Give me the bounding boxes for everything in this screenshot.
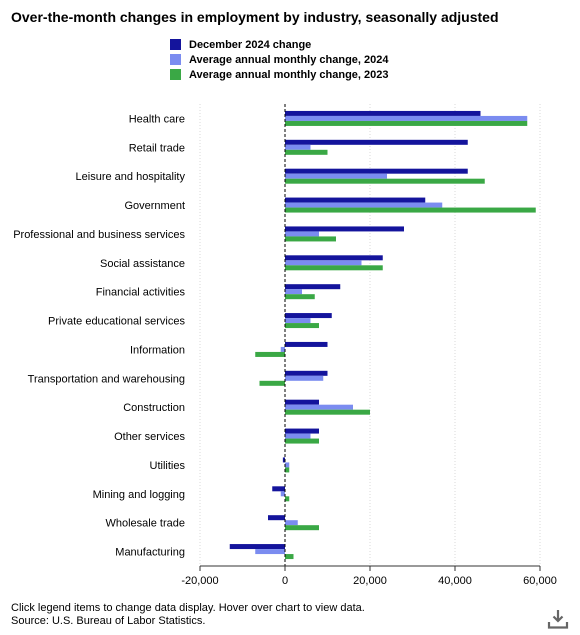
bar-average-annual-monthly-change-2023-government[interactable] (285, 207, 536, 213)
bar-december-2024-change-utilities[interactable] (282, 457, 285, 463)
category-label: Government (124, 200, 185, 212)
bar-december-2024-change-retail-trade[interactable] (285, 139, 468, 145)
x-tick-label: 60,000 (523, 575, 557, 587)
bar-december-2024-change-health-care[interactable] (285, 110, 481, 116)
footer-note: Click legend items to change data displa… (11, 602, 365, 614)
category-label: Financial activities (96, 287, 186, 299)
download-icon-graphic (547, 610, 569, 629)
bar-average-annual-monthly-change-2024-manufacturing[interactable] (255, 549, 285, 555)
bar-average-annual-monthly-change-2024-financial-activities[interactable] (285, 289, 302, 295)
bar-average-annual-monthly-change-2024-wholesale-trade[interactable] (285, 520, 298, 526)
bar-average-annual-monthly-change-2023-transportation-and-warehousing[interactable] (259, 380, 286, 386)
bar-average-annual-monthly-change-2024-health-care[interactable] (285, 115, 528, 121)
category-label: Leisure and hospitality (76, 171, 186, 183)
bar-average-annual-monthly-change-2023-information[interactable] (255, 351, 285, 357)
bar-average-annual-monthly-change-2023-other-services[interactable] (285, 438, 319, 444)
category-label: Social assistance (100, 258, 185, 270)
bar-average-annual-monthly-change-2024-government[interactable] (285, 202, 443, 208)
bar-average-annual-monthly-change-2024-professional-and-business-services[interactable] (285, 231, 319, 237)
category-label: Manufacturing (115, 547, 185, 559)
legend-label-december-2024: December 2024 change (189, 38, 312, 51)
bar-average-annual-monthly-change-2023-utilities[interactable] (285, 467, 290, 473)
bar-december-2024-change-social-assistance[interactable] (285, 255, 383, 261)
bar-average-annual-monthly-change-2023-health-care[interactable] (285, 120, 528, 126)
bar-december-2024-change-manufacturing[interactable] (229, 544, 285, 550)
bar-december-2024-change-construction[interactable] (285, 399, 319, 405)
bar-average-annual-monthly-change-2023-retail-trade[interactable] (285, 149, 328, 155)
legend-swatch-december-2024 (170, 39, 181, 50)
bar-average-annual-monthly-change-2023-wholesale-trade[interactable] (285, 525, 319, 531)
bar-december-2024-change-other-services[interactable] (285, 428, 319, 434)
category-label: Mining and logging (93, 489, 185, 501)
bar-december-2024-change-information[interactable] (285, 341, 328, 347)
bar-december-2024-change-professional-and-business-services[interactable] (285, 226, 404, 232)
bar-average-annual-monthly-change-2023-leisure-and-hospitality[interactable] (285, 178, 485, 184)
category-label: Retail trade (129, 142, 185, 154)
bar-average-annual-monthly-change-2023-professional-and-business-services[interactable] (285, 236, 336, 242)
category-label: Information (130, 344, 185, 356)
chart-legend: December 2024 change Average annual mont… (170, 37, 389, 82)
legend-swatch-average-2023 (170, 69, 181, 80)
category-label: Transportation and warehousing (28, 373, 185, 385)
bar-average-annual-monthly-change-2023-private-educational-services[interactable] (285, 323, 319, 329)
bar-chart[interactable]: Health care Retail trade Leisure and hospi… (0, 0, 580, 600)
bar-average-annual-monthly-change-2024-transportation-and-warehousing[interactable] (285, 375, 324, 381)
bar-average-annual-monthly-change-2024-private-educational-services[interactable] (285, 318, 311, 324)
category-label: Utilities (150, 460, 186, 472)
bar-average-annual-monthly-change-2024-retail-trade[interactable] (285, 144, 311, 150)
legend-label-average-2023: Average annual monthly change, 2023 (189, 68, 389, 81)
category-label: Health care (129, 113, 185, 125)
category-label: Professional and business services (13, 229, 185, 241)
bar-average-annual-monthly-change-2024-social-assistance[interactable] (285, 260, 362, 266)
x-tick-label: 40,000 (438, 575, 472, 587)
bar-average-annual-monthly-change-2024-utilities[interactable] (285, 462, 290, 468)
bar-december-2024-change-government[interactable] (285, 197, 426, 203)
x-tick-label: 0 (282, 575, 288, 587)
bar-average-annual-monthly-change-2024-construction[interactable] (285, 404, 353, 410)
bar-average-annual-monthly-change-2024-other-services[interactable] (285, 433, 311, 439)
bar-december-2024-change-leisure-and-hospitality[interactable] (285, 168, 468, 174)
bar-average-annual-monthly-change-2024-mining-and-logging[interactable] (280, 491, 285, 497)
bar-december-2024-change-transportation-and-warehousing[interactable] (285, 370, 328, 376)
bar-average-annual-monthly-change-2024-information[interactable] (280, 346, 285, 352)
category-label: Other services (114, 431, 185, 443)
bar-average-annual-monthly-change-2023-financial-activities[interactable] (285, 294, 315, 300)
x-tick-label: -20,000 (181, 575, 218, 587)
chart-title: Over-the-month changes in employment by … (11, 9, 499, 25)
bar-average-annual-monthly-change-2023-social-assistance[interactable] (285, 265, 383, 271)
download-icon[interactable] (547, 608, 569, 630)
category-label: Construction (123, 402, 185, 414)
x-tick-label: 20,000 (353, 575, 387, 587)
bar-december-2024-change-mining-and-logging[interactable] (272, 486, 285, 492)
bar-december-2024-change-financial-activities[interactable] (285, 284, 341, 290)
legend-item-average-2023[interactable]: Average annual monthly change, 2023 (170, 67, 389, 82)
legend-item-december-2024[interactable]: December 2024 change (170, 37, 389, 52)
bar-average-annual-monthly-change-2024-leisure-and-hospitality[interactable] (285, 173, 387, 179)
category-label: Wholesale trade (106, 518, 186, 530)
legend-swatch-average-2024 (170, 54, 181, 65)
legend-label-average-2024: Average annual monthly change, 2024 (189, 53, 389, 66)
bar-average-annual-monthly-change-2023-mining-and-logging[interactable] (285, 496, 290, 502)
bar-average-annual-monthly-change-2023-manufacturing[interactable] (285, 554, 294, 560)
chart-footer: Click legend items to change data displa… (11, 602, 365, 628)
footer-source: Source: U.S. Bureau of Labor Statistics. (11, 615, 206, 627)
bar-average-annual-monthly-change-2023-construction[interactable] (285, 409, 370, 415)
category-label: Private educational services (48, 316, 185, 328)
bar-december-2024-change-private-educational-services[interactable] (285, 313, 332, 319)
legend-item-average-2024[interactable]: Average annual monthly change, 2024 (170, 52, 389, 67)
bar-december-2024-change-wholesale-trade[interactable] (268, 515, 285, 521)
